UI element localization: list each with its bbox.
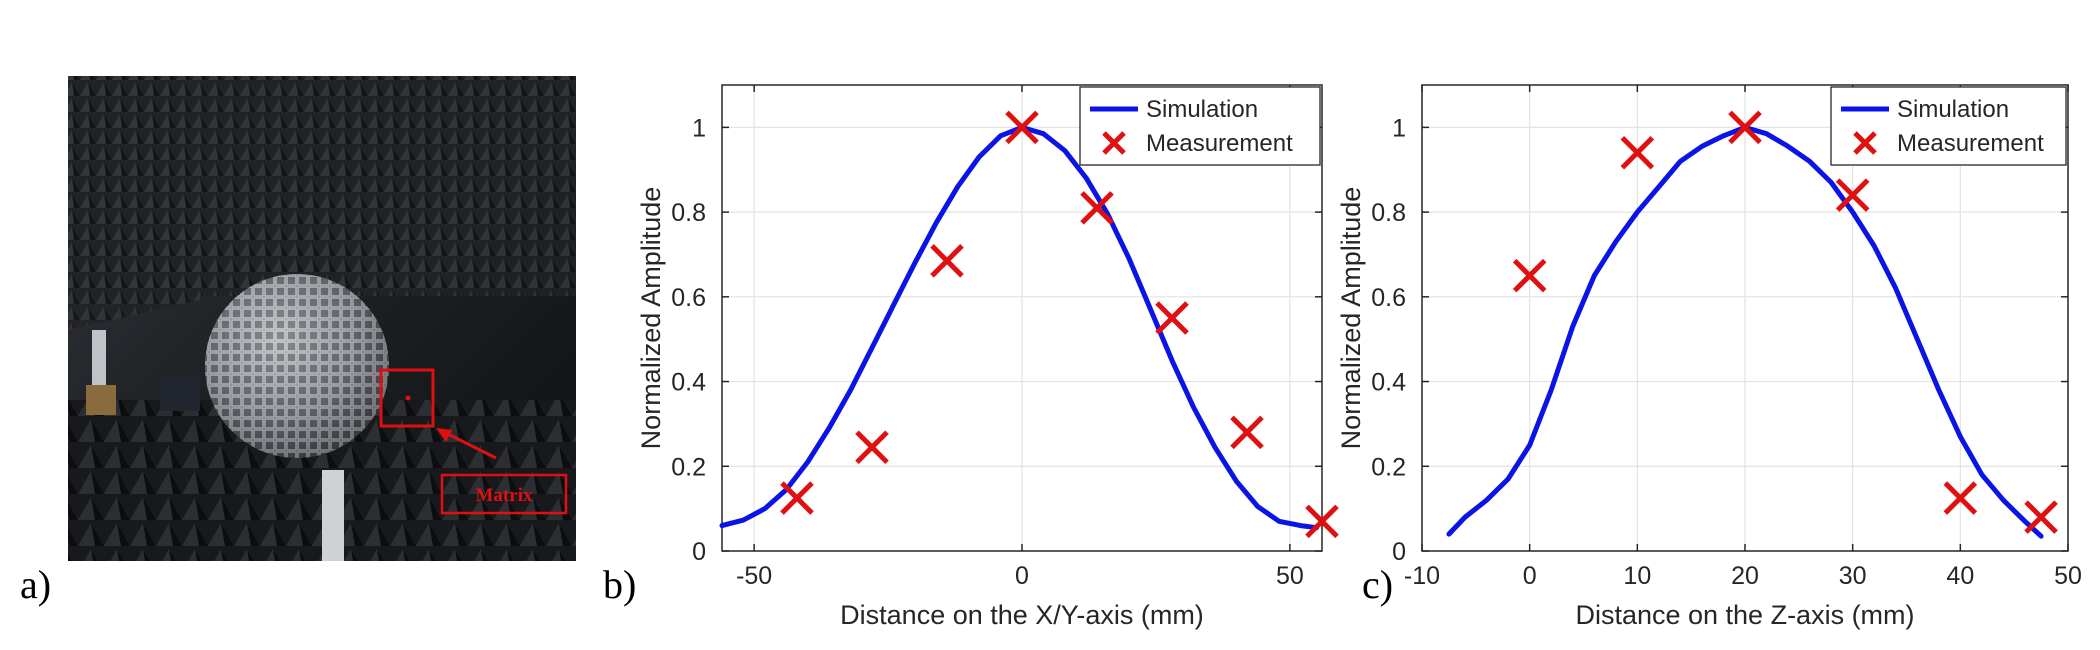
x-axis-label: Distance on the X/Y-axis (mm) bbox=[840, 600, 1204, 630]
legend-marker-swatch bbox=[1853, 131, 1877, 155]
matrix-label: Matrix bbox=[476, 485, 533, 506]
y-tick-label: 0.4 bbox=[1371, 369, 1406, 397]
measurement-point-stroke bbox=[1728, 110, 1762, 145]
measurement-point bbox=[1080, 191, 1114, 225]
measurement-point-stroke bbox=[1005, 110, 1039, 145]
legend-entry: Simulation bbox=[1897, 96, 2009, 123]
measurement-point-stroke bbox=[855, 430, 889, 464]
measurement-point bbox=[1728, 110, 1762, 145]
measurement-point bbox=[1305, 504, 1339, 539]
measurement-point-stroke bbox=[1620, 136, 1655, 170]
measurement-point bbox=[1230, 415, 1264, 450]
matrix-label-box bbox=[440, 473, 568, 515]
measurement-point-stroke bbox=[1512, 258, 1547, 293]
y-tick-label: 0.2 bbox=[671, 453, 706, 481]
measurement-point-stroke bbox=[2024, 500, 2058, 534]
x-tick-label: 50 bbox=[1276, 562, 1304, 590]
measurement-point bbox=[1512, 258, 1547, 293]
measurement-point bbox=[1620, 136, 1655, 170]
legend-marker-swatch bbox=[1102, 131, 1126, 155]
measurement-point bbox=[1835, 178, 1870, 212]
x-tick-label: -50 bbox=[736, 562, 772, 590]
x-tick-label: 10 bbox=[1623, 562, 1651, 590]
legend-box bbox=[1830, 86, 2067, 166]
y-axis-label: Normalized Amplitude bbox=[1336, 187, 1366, 450]
measurement-point bbox=[780, 481, 814, 515]
panel-label: c) bbox=[1362, 562, 1393, 607]
y-tick-label: 1 bbox=[692, 114, 706, 142]
measurement-point bbox=[930, 244, 964, 278]
x-tick-label: 50 bbox=[2054, 562, 2082, 590]
x-tick-label: 0 bbox=[1015, 562, 1029, 590]
legend-entry: Measurement bbox=[1897, 130, 2044, 157]
x-tick-label: 20 bbox=[1731, 562, 1759, 590]
y-tick-label: 0 bbox=[1392, 538, 1406, 566]
y-axis-label: Normalized Amplitude bbox=[636, 187, 666, 450]
y-tick-label: 0 bbox=[692, 538, 706, 566]
measurement-point-stroke bbox=[1155, 301, 1189, 335]
measurement-point bbox=[1155, 301, 1189, 335]
photo-anechoic-chamber: Matrix bbox=[68, 76, 576, 561]
measurement-point-stroke bbox=[1943, 481, 1978, 515]
x-tick-label: 30 bbox=[1839, 562, 1867, 590]
measurement-point bbox=[1943, 481, 1978, 515]
y-tick-label: 0.8 bbox=[671, 199, 706, 227]
measurement-point bbox=[2024, 500, 2058, 534]
support-mast-photo bbox=[322, 470, 344, 561]
x-tick-label: -10 bbox=[1404, 562, 1440, 590]
panel-label-a: a) bbox=[20, 562, 51, 607]
measurement-point-stroke bbox=[1230, 415, 1264, 450]
y-tick-label: 0.2 bbox=[1371, 453, 1406, 481]
panel-label: b) bbox=[603, 562, 636, 607]
measurement-point-stroke bbox=[1080, 191, 1114, 225]
chart-xy-axis: -50 0 50 0 0.2 0.4 0.6 0.8 1 Distance on the X/Y-… bbox=[603, 84, 1339, 630]
measurement-point bbox=[855, 430, 889, 464]
measurement-point-stroke bbox=[1835, 178, 1870, 212]
y-tick-label: 0.6 bbox=[671, 284, 706, 312]
sphere-lattice-photo bbox=[205, 274, 389, 458]
legend-entry: Simulation bbox=[1146, 96, 1258, 123]
y-tick-label: 0.4 bbox=[671, 369, 706, 397]
y-tick-label: 0.6 bbox=[1371, 284, 1406, 312]
x-tick-label: 0 bbox=[1523, 562, 1537, 590]
y-tick-label: 1 bbox=[1392, 114, 1406, 142]
y-tick-label: 0.8 bbox=[1371, 199, 1406, 227]
x-axis-label: Distance on the Z-axis (mm) bbox=[1575, 600, 1914, 630]
matrix-highlight-box bbox=[379, 368, 435, 428]
legend: Simulation Measurement bbox=[1079, 86, 1321, 166]
legend: Simulation Measurement bbox=[1830, 86, 2067, 166]
measurement-point-stroke bbox=[1305, 504, 1339, 539]
x-tick-label: 40 bbox=[1946, 562, 1974, 590]
measurement-point-stroke bbox=[780, 481, 814, 515]
measurement-point bbox=[1005, 110, 1039, 145]
legend-entry: Measurement bbox=[1146, 130, 1293, 157]
measurement-point-stroke bbox=[930, 244, 964, 278]
